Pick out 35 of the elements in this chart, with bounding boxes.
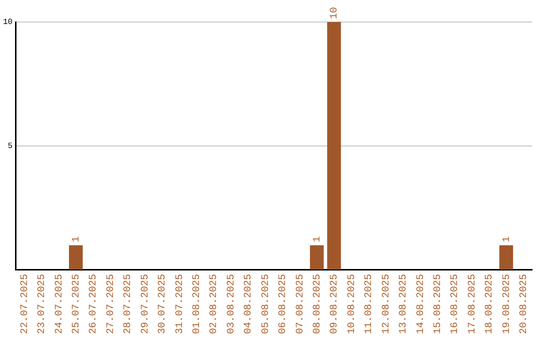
x-tick-label: 22.07.2025 — [20, 274, 31, 334]
x-tick-label: 10.08.2025 — [346, 274, 358, 334]
x-tick-label: 09.08.2025 — [330, 274, 341, 334]
x-tick-label: 28.07.2025 — [123, 274, 134, 334]
x-tick-label: 07.08.2025 — [295, 274, 306, 334]
x-tick-label: 11.08.2025 — [364, 274, 376, 334]
x-tick-label: 14.08.2025 — [416, 274, 427, 334]
x-tick-label: 26.07.2025 — [88, 274, 100, 334]
data-label: 10 — [330, 6, 341, 19]
x-tick-label: 17.08.2025 — [467, 274, 478, 334]
x-tick-label: 19.08.2025 — [502, 274, 513, 334]
x-tick-label: 25.07.2025 — [71, 274, 82, 334]
x-tick-label: 13.08.2025 — [398, 274, 410, 334]
x-tick-label: 02.08.2025 — [209, 274, 220, 334]
x-tick-label: 03.08.2025 — [226, 274, 238, 334]
x-tick-label: 05.08.2025 — [260, 274, 272, 334]
x-tick-label: 01.08.2025 — [192, 274, 203, 334]
x-tick-label: 23.07.2025 — [37, 274, 48, 334]
x-tick-label: 29.07.2025 — [140, 274, 152, 334]
x-tick-label: 16.08.2025 — [450, 274, 462, 334]
x-tick-label: 24.07.2025 — [54, 274, 66, 334]
y-tick-label: 5 — [8, 142, 13, 152]
x-tick-label: 12.08.2025 — [381, 274, 392, 334]
x-tick-label: 27.07.2025 — [106, 274, 117, 334]
x-tick-label: 06.08.2025 — [278, 274, 290, 334]
x-tick-label: 31.07.2025 — [174, 274, 186, 334]
x-tick-label: 30.07.2025 — [158, 274, 169, 334]
x-tick-label: 20.08.2025 — [519, 274, 530, 334]
data-label: 1 — [71, 236, 82, 242]
x-tick-label: 15.08.2025 — [432, 274, 444, 334]
x-tick-label: 04.08.2025 — [244, 274, 255, 334]
x-tick-label: 08.08.2025 — [312, 274, 324, 334]
data-label: 1 — [312, 236, 324, 242]
x-tick-label: 18.08.2025 — [484, 274, 496, 334]
data-label: 1 — [502, 236, 513, 242]
